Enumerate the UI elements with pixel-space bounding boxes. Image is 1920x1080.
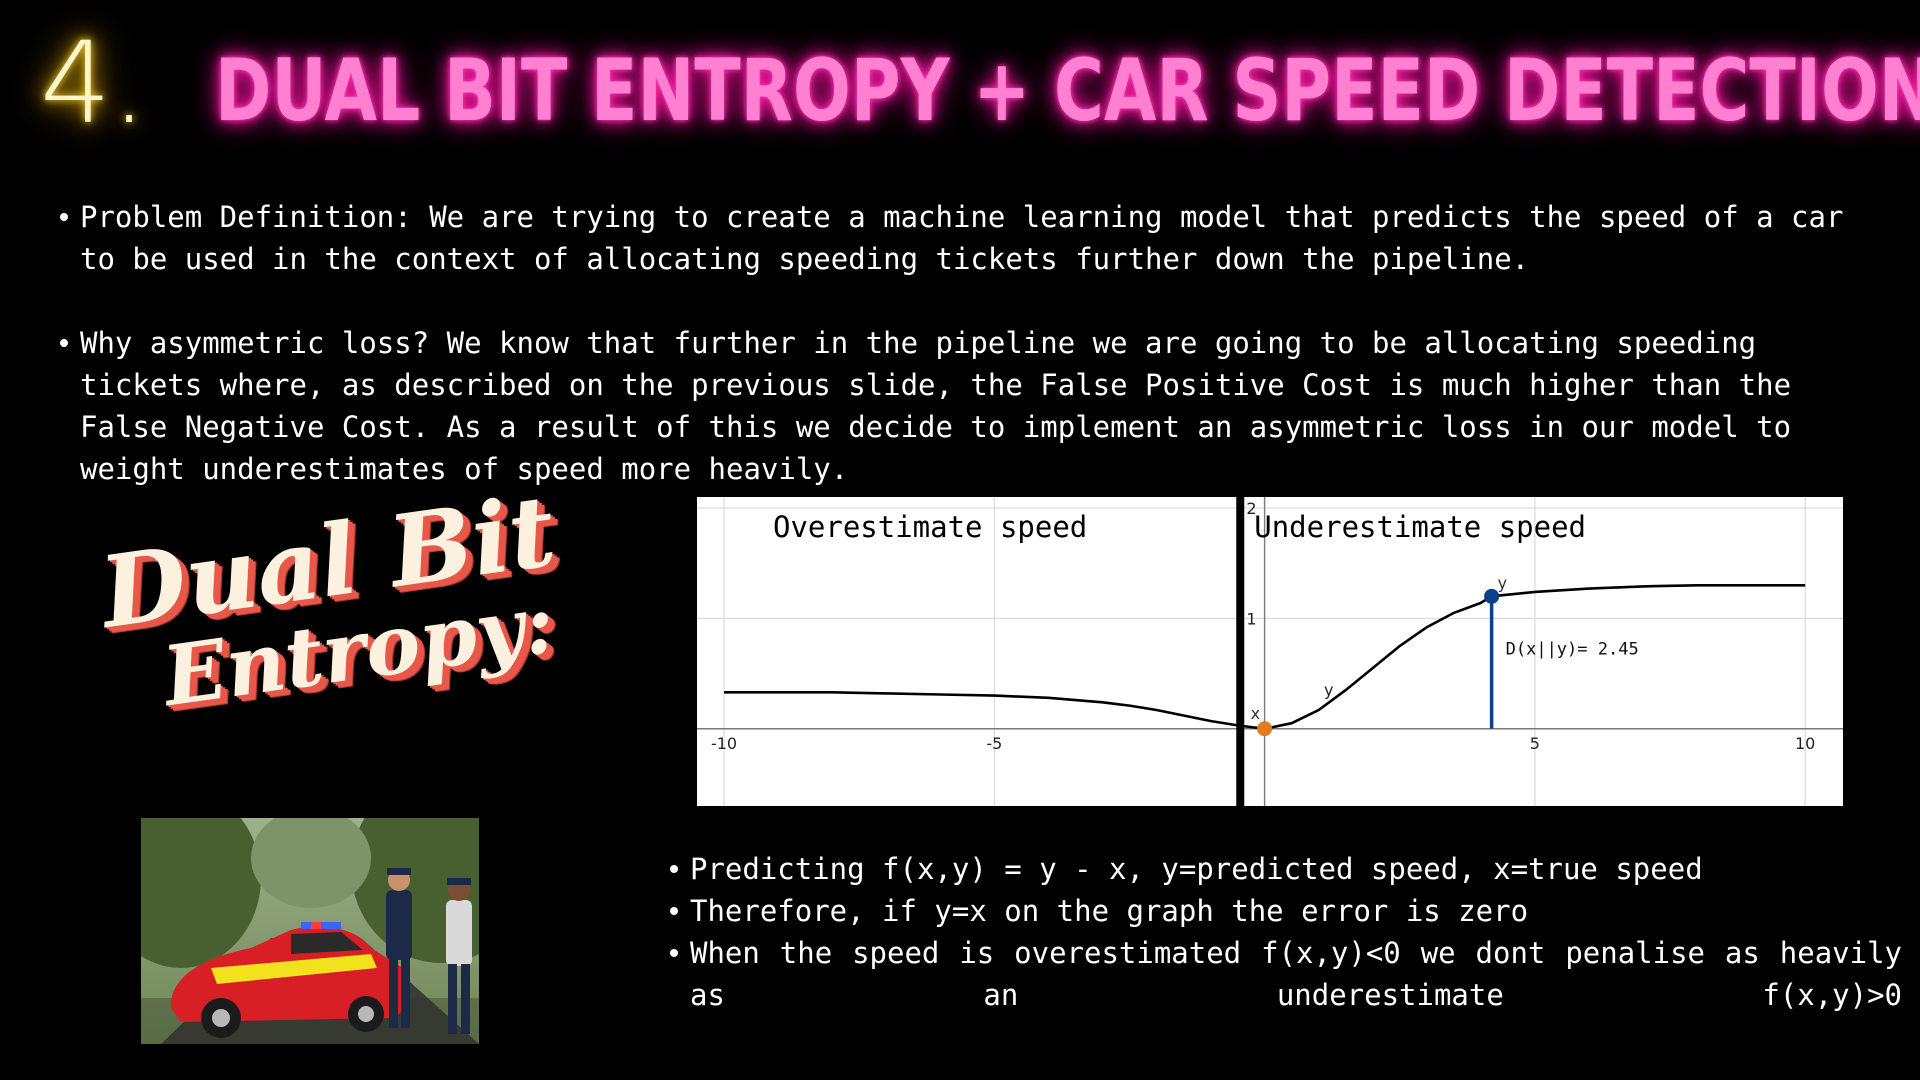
overestimate-region-label: Overestimate speed [773, 510, 1087, 544]
problem-definition-bullet: Problem Definition: We are trying to cre… [50, 196, 1890, 280]
problem-bullets: Problem Definition: We are trying to cre… [50, 196, 1890, 532]
x-tick-label: 5 [1530, 734, 1540, 753]
x-tick-label: -10 [711, 734, 737, 753]
point-y [1484, 588, 1500, 604]
curve-label: y [1324, 681, 1333, 700]
x-tick-label: -5 [986, 734, 1002, 753]
point-label-x: x [1251, 704, 1260, 723]
penalty-bullet: When the speed is overestimated f(x,y)<0… [660, 932, 1902, 1016]
plot-background [697, 497, 1843, 806]
asymmetric-loss-plot: -10 -5 5 10 1 2 Overestimate speed Underestim… [697, 497, 1843, 806]
explanation-bullets: Predicting f(x,y) = y - x, y=predicted s… [660, 848, 1902, 1016]
slide-title: DUAL BIT ENTROPY + CAR SPEED DETECTION [215, 41, 1920, 141]
y-tick-label: 1 [1246, 609, 1256, 628]
x-tick-label: 10 [1795, 734, 1815, 753]
divergence-label: D(x||y)= 2.45 [1506, 639, 1639, 659]
plot-points: xy [1251, 573, 1507, 737]
car-police-photo [101, 773, 531, 1044]
underestimate-region-label: Underestimate speed [1254, 510, 1586, 544]
point-label-y: y [1498, 573, 1507, 592]
prediction-formula-bullet: Predicting f(x,y) = y - x, y=predicted s… [660, 848, 1902, 890]
y-tick-label: 2 [1246, 499, 1256, 518]
slide-number: 4. [40, 19, 147, 149]
zero-error-bullet: Therefore, if y=x on the graph the error… [660, 890, 1902, 932]
plot-grid [697, 497, 1843, 806]
asymmetric-loss-bullet: Why asymmetric loss? We know that furthe… [50, 322, 1890, 490]
asymmetric-loss-chart: -10 -5 5 10 1 2 Overestimate speed Underestim… [697, 497, 1843, 806]
car-with-police-officers-image [101, 773, 531, 1044]
point-x [1257, 721, 1273, 737]
loss-curve-series [724, 584, 1806, 731]
